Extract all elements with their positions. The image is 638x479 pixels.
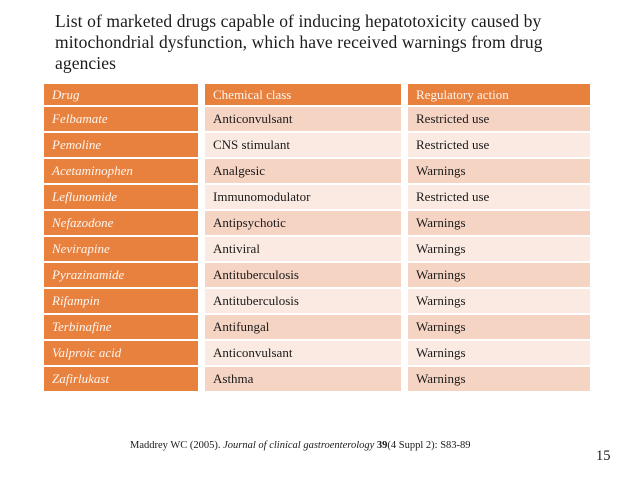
citation-journal: Journal of clinical gastroenterology (223, 440, 377, 451)
regulatory-action-cell: Warnings (408, 237, 590, 261)
chemical-class-cell: CNS stimulant (205, 133, 401, 157)
drug-name-cell: Rifampin (44, 289, 198, 313)
chemical-class-cell: Anticonvulsant (205, 341, 401, 365)
drug-name-cell: Valproic acid (44, 341, 198, 365)
citation-pages: (4 Suppl 2): S83-89 (387, 440, 471, 451)
table-row: Leflunomide Immunomodulator Restricted use (44, 185, 590, 209)
table-row: Nevirapine Antiviral Warnings (44, 237, 590, 261)
drug-name-cell: Acetaminophen (44, 159, 198, 183)
drug-name-cell: Zafirlukast (44, 367, 198, 391)
drug-name-cell: Felbamate (44, 107, 198, 131)
citation-volume: 39 (376, 440, 388, 451)
column-header-regulatory-action: Regulatory action (408, 84, 590, 105)
drug-name-cell: Terbinafine (44, 315, 198, 339)
chemical-class-cell: Antifungal (205, 315, 401, 339)
page-number: 15 (596, 448, 611, 464)
table-row: Terbinafine Antifungal Warnings (44, 315, 590, 339)
chemical-class-cell: Antipsychotic (205, 211, 401, 235)
table-header-row: Drug Chemical class Regulatory action (44, 84, 590, 105)
drug-name-cell: Nefazodone (44, 211, 198, 235)
citation: Maddrey WC (2005). Journal of clinical g… (130, 440, 471, 451)
table-row: Pyrazinamide Antituberculosis Warnings (44, 263, 590, 287)
regulatory-action-cell: Warnings (408, 211, 590, 235)
drug-name-cell: Pemoline (44, 133, 198, 157)
column-header-chemical-class: Chemical class (205, 84, 401, 105)
chemical-class-cell: Analgesic (205, 159, 401, 183)
drugs-table: Drug Chemical class Regulatory action Fe… (44, 84, 590, 393)
regulatory-action-cell: Warnings (408, 341, 590, 365)
slide-title: List of marketed drugs capable of induci… (55, 11, 543, 73)
chemical-class-cell: Antituberculosis (205, 289, 401, 313)
drug-name-cell: Leflunomide (44, 185, 198, 209)
table-row: Rifampin Antituberculosis Warnings (44, 289, 590, 313)
chemical-class-cell: Asthma (205, 367, 401, 391)
regulatory-action-cell: Warnings (408, 367, 590, 391)
chemical-class-cell: Anticonvulsant (205, 107, 401, 131)
regulatory-action-cell: Warnings (408, 289, 590, 313)
table-row: Zafirlukast Asthma Warnings (44, 367, 590, 391)
table-row: Pemoline CNS stimulant Restricted use (44, 133, 590, 157)
column-header-drug: Drug (44, 84, 198, 105)
chemical-class-cell: Antituberculosis (205, 263, 401, 287)
regulatory-action-cell: Warnings (408, 263, 590, 287)
regulatory-action-cell: Restricted use (408, 133, 590, 157)
table-row: Acetaminophen Analgesic Warnings (44, 159, 590, 183)
chemical-class-cell: Immunomodulator (205, 185, 401, 209)
chemical-class-cell: Antiviral (205, 237, 401, 261)
table-row: Valproic acid Anticonvulsant Warnings (44, 341, 590, 365)
table-row: Nefazodone Antipsychotic Warnings (44, 211, 590, 235)
regulatory-action-cell: Restricted use (408, 185, 590, 209)
regulatory-action-cell: Warnings (408, 159, 590, 183)
citation-authors: Maddrey WC (2005). (130, 440, 224, 451)
drug-name-cell: Pyrazinamide (44, 263, 198, 287)
table-body: Felbamate Anticonvulsant Restricted use Pem… (44, 107, 590, 391)
drug-name-cell: Nevirapine (44, 237, 198, 261)
regulatory-action-cell: Warnings (408, 315, 590, 339)
table-row: Felbamate Anticonvulsant Restricted use (44, 107, 590, 131)
regulatory-action-cell: Restricted use (408, 107, 590, 131)
